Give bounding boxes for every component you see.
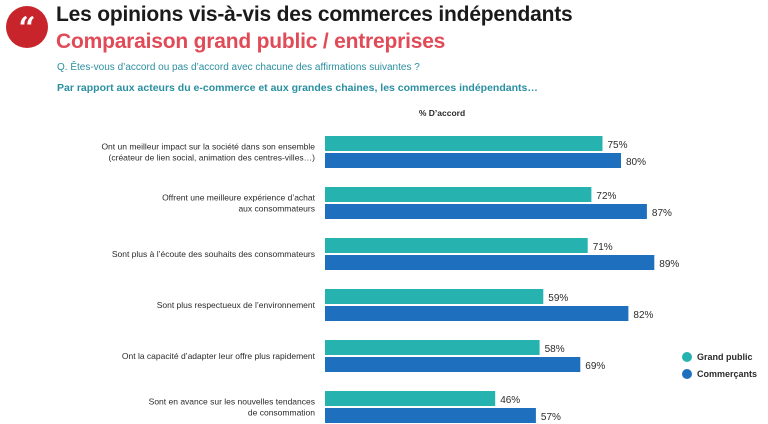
legend-entry: Grand public [697, 352, 753, 362]
bar-commercants [325, 306, 629, 321]
data-label: 75% [608, 140, 628, 151]
data-label: 57% [541, 412, 561, 423]
survey-question: Q. Êtes-vous d’accord ou pas d’accord av… [57, 62, 420, 73]
data-label: 80% [626, 157, 646, 168]
bar-commercants [325, 357, 581, 372]
bar-commercants [325, 204, 647, 219]
legend-entry: Commerçants [697, 369, 757, 379]
category-label: Sont plus respectueux de l’environnement [157, 300, 316, 310]
bar-grand-public [325, 289, 544, 304]
quote-badge: “ [6, 6, 48, 48]
category-label: Offrent une meilleure expérience d’achat… [162, 193, 316, 214]
page-subtitle: Comparaison grand public / entreprises [56, 30, 446, 53]
category-label: Ont un meilleur impact sur la société da… [101, 142, 315, 163]
bar-grand-public [325, 340, 540, 355]
data-label: 72% [596, 191, 616, 202]
data-label: 46% [500, 395, 520, 406]
legend-dot-commercants [682, 369, 692, 379]
bar-commercants [325, 255, 655, 270]
svg-text:“: “ [18, 16, 35, 38]
category-label: Sont plus à l’écoute des souhaits des co… [112, 249, 315, 259]
quote-icon: “ [18, 16, 35, 38]
bar-grand-public [325, 187, 592, 202]
bar-grand-public [325, 238, 588, 253]
data-label: 87% [652, 208, 672, 219]
bar-commercants [325, 408, 536, 423]
data-label: 69% [585, 361, 605, 372]
bar-grand-public [325, 136, 603, 151]
data-label: 59% [548, 293, 568, 304]
bar-commercants [325, 153, 621, 168]
legend-dot-grand-public [682, 352, 692, 362]
data-label: 58% [545, 344, 565, 355]
chart-intro: Par rapport aux acteurs du e-commerce et… [57, 82, 538, 94]
data-label: 89% [659, 259, 679, 270]
axis-title: % D’accord [419, 108, 465, 118]
category-label: Sont en avance sur les nouvelles tendanc… [149, 397, 316, 418]
bar-grand-public [325, 391, 496, 406]
data-label: 71% [593, 242, 613, 253]
data-label: 82% [633, 310, 653, 321]
category-label: Ont la capacité d’adapter leur offre plu… [122, 351, 316, 361]
page-title: Les opinions vis-à-vis des commerces ind… [56, 3, 573, 26]
